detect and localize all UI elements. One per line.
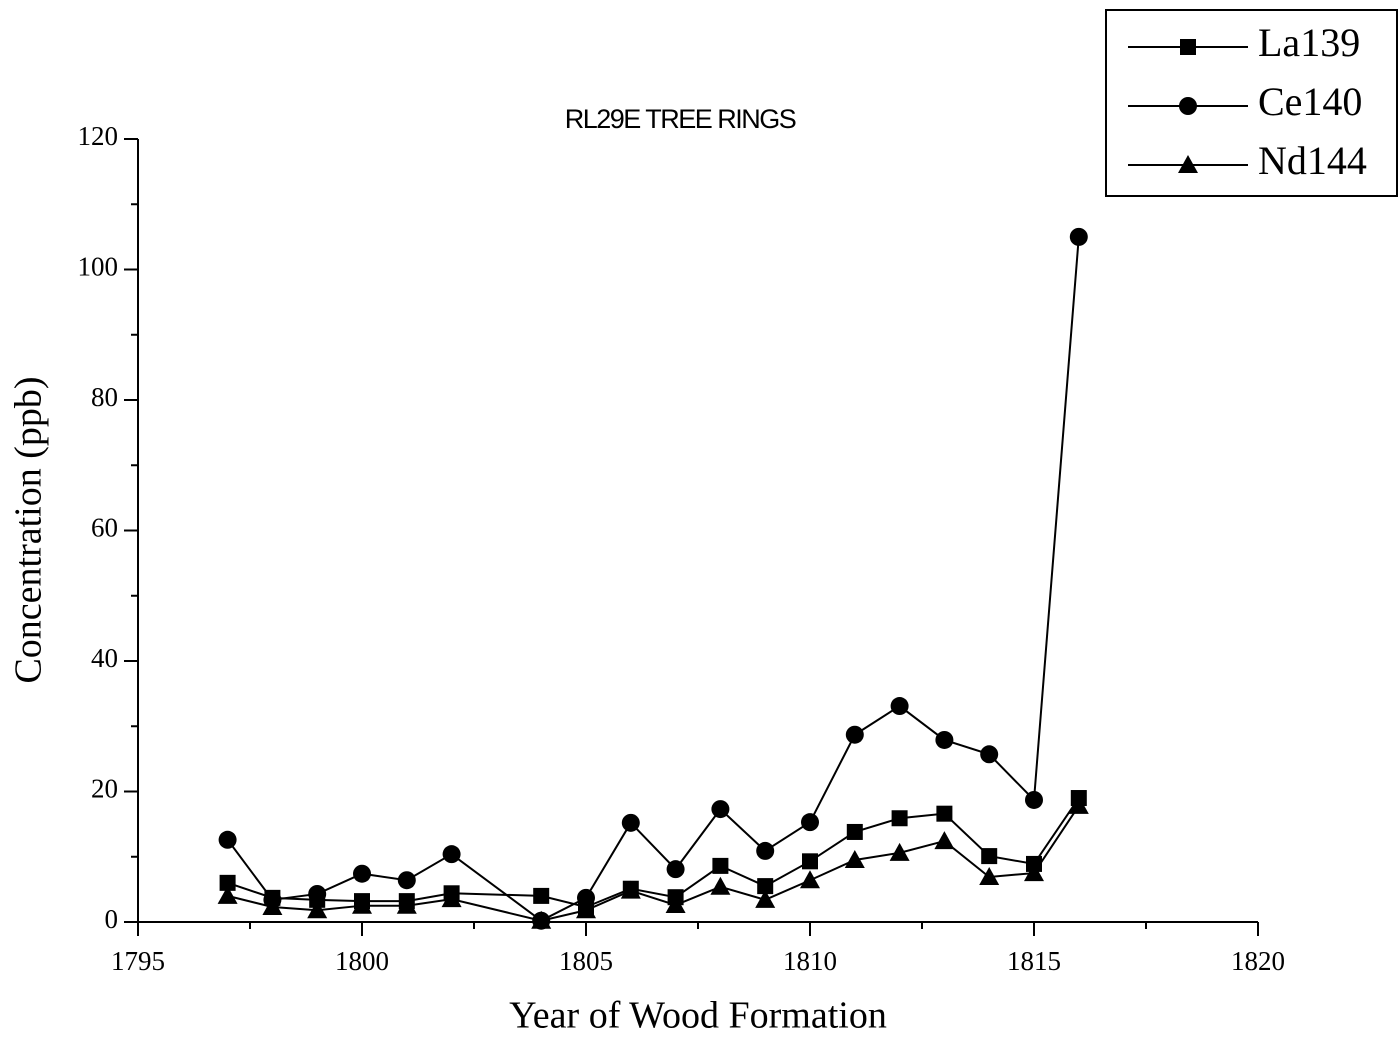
- x-tick-label: 1795: [111, 946, 165, 976]
- marker: [262, 896, 283, 915]
- marker: [936, 805, 953, 822]
- marker: [844, 850, 865, 869]
- marker: [756, 841, 775, 860]
- marker: [757, 878, 774, 895]
- marker: [801, 813, 819, 832]
- legend-label: Nd144: [1258, 138, 1367, 183]
- x-tick-label: 1820: [1231, 946, 1285, 976]
- y-tick-label: 20: [91, 774, 118, 804]
- marker: [577, 888, 595, 907]
- y-tick-label: 60: [91, 513, 118, 543]
- marker: [712, 857, 729, 874]
- marker: [934, 831, 955, 850]
- y-tick-label: 80: [91, 382, 118, 412]
- marker: [890, 697, 909, 716]
- marker: [845, 725, 864, 744]
- marker: [308, 884, 327, 903]
- marker: [665, 895, 686, 914]
- marker: [1024, 863, 1044, 882]
- marker: [710, 876, 731, 895]
- x-tick-label: 1805: [559, 946, 613, 976]
- y-tick-label: 40: [91, 643, 118, 673]
- marker: [533, 887, 550, 904]
- marker: [442, 845, 461, 864]
- marker: [352, 895, 372, 914]
- y-tick-label: 0: [105, 904, 119, 934]
- marker: [1068, 795, 1089, 814]
- marker: [979, 866, 1000, 885]
- marker: [846, 823, 863, 840]
- marker: [981, 848, 998, 865]
- marker: [666, 860, 685, 879]
- marker: [889, 842, 910, 861]
- y-tick-label: 100: [78, 252, 119, 282]
- y-tick-label: 120: [78, 121, 119, 151]
- legend-label: La139: [1258, 20, 1360, 65]
- marker: [576, 900, 596, 919]
- marker: [1025, 790, 1043, 809]
- x-tick-label: 1810: [783, 946, 837, 976]
- marker: [755, 889, 776, 908]
- marker: [396, 895, 417, 914]
- marker: [397, 871, 416, 890]
- marker: [802, 853, 818, 870]
- marker: [980, 745, 999, 764]
- legend-marker: [1178, 155, 1198, 173]
- marker: [800, 870, 820, 889]
- marker: [1069, 227, 1088, 246]
- marker: [218, 830, 237, 849]
- marker: [620, 880, 641, 899]
- marker: [935, 730, 954, 749]
- marker: [621, 813, 640, 832]
- x-axis-label: Year of Wood Formation: [509, 995, 887, 1037]
- marker: [217, 885, 238, 904]
- marker: [219, 874, 236, 891]
- marker: [531, 910, 552, 929]
- legend-marker: [1179, 97, 1197, 115]
- marker: [891, 810, 908, 827]
- legend-marker: [1180, 39, 1196, 55]
- chart-title: RL29E TREE RINGS: [565, 104, 796, 134]
- marker: [441, 889, 462, 908]
- x-tick-label: 1800: [335, 946, 389, 976]
- marker: [353, 864, 371, 883]
- marker: [711, 800, 730, 819]
- marker: [307, 900, 328, 919]
- x-tick-label: 1815: [1007, 946, 1061, 976]
- legend-label: Ce140: [1258, 79, 1362, 124]
- y-axis-label: Concentration (ppb): [8, 376, 50, 683]
